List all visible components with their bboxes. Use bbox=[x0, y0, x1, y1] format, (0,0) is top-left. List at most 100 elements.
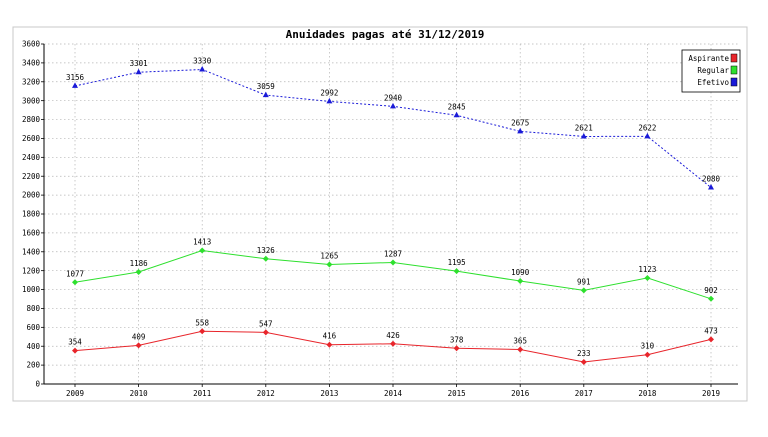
data-label-aspirante: 378 bbox=[450, 335, 464, 344]
x-tick-label: 2010 bbox=[130, 389, 149, 398]
data-label-efetivo: 3301 bbox=[130, 59, 148, 68]
data-label-regular: 1265 bbox=[320, 252, 338, 261]
y-tick-label: 1200 bbox=[22, 266, 41, 275]
x-tick-label: 2009 bbox=[66, 389, 84, 398]
data-point-regular bbox=[390, 259, 396, 266]
data-label-efetivo: 3330 bbox=[193, 57, 212, 66]
legend-label-efetivo: Efetivo bbox=[697, 78, 729, 87]
data-point-aspirante bbox=[199, 328, 206, 335]
data-label-regular: 902 bbox=[704, 286, 718, 295]
data-point-efetivo bbox=[517, 127, 524, 134]
x-tick-label: 2018 bbox=[638, 389, 657, 398]
data-label-efetivo: 2621 bbox=[575, 123, 593, 132]
data-point-efetivo bbox=[262, 91, 269, 98]
y-tick-label: 2000 bbox=[22, 191, 41, 200]
data-label-regular: 1195 bbox=[448, 258, 466, 267]
y-tick-label: 2200 bbox=[22, 172, 41, 181]
y-tick-label: 600 bbox=[26, 323, 40, 332]
data-label-regular: 1077 bbox=[66, 269, 84, 278]
y-tick-label: 400 bbox=[26, 342, 40, 351]
y-tick-label: 1400 bbox=[22, 247, 41, 256]
data-label-aspirante: 354 bbox=[68, 338, 82, 347]
data-label-regular: 991 bbox=[577, 277, 591, 286]
data-label-regular: 1186 bbox=[130, 259, 149, 268]
data-point-aspirante bbox=[708, 336, 714, 343]
data-point-efetivo bbox=[72, 82, 78, 88]
y-tick-label: 1600 bbox=[22, 228, 41, 237]
legend-swatch-efetivo bbox=[730, 77, 738, 87]
data-point-aspirante bbox=[390, 340, 396, 347]
data-label-aspirante: 426 bbox=[386, 331, 400, 340]
legend-swatch-regular bbox=[730, 65, 738, 75]
x-tick-label: 2014 bbox=[384, 389, 403, 398]
legend-label-regular: Regular bbox=[697, 66, 729, 75]
data-point-regular bbox=[644, 274, 651, 281]
data-label-aspirante: 547 bbox=[259, 319, 273, 328]
data-label-regular: 1287 bbox=[384, 249, 402, 258]
data-point-efetivo bbox=[580, 132, 587, 139]
x-tick-label: 2019 bbox=[702, 389, 720, 398]
data-label-aspirante: 233 bbox=[577, 349, 591, 358]
series-group bbox=[72, 66, 714, 365]
x-tick-label: 2011 bbox=[193, 389, 211, 398]
y-tick-label: 2600 bbox=[22, 134, 41, 143]
data-point-efetivo bbox=[199, 66, 206, 72]
data-point-efetivo bbox=[644, 132, 651, 139]
data-label-efetivo: 2940 bbox=[384, 93, 403, 102]
y-tick-label: 0 bbox=[35, 380, 40, 389]
data-label-aspirante: 365 bbox=[513, 337, 527, 346]
y-tick-label: 1000 bbox=[22, 285, 41, 294]
data-point-efetivo bbox=[390, 102, 396, 109]
data-point-aspirante bbox=[453, 345, 460, 352]
y-tick-label: 800 bbox=[26, 304, 40, 313]
x-tick-label: 2012 bbox=[257, 389, 275, 398]
y-tick-label: 200 bbox=[26, 361, 40, 370]
data-point-aspirante bbox=[326, 341, 333, 348]
data-label-efetivo: 3156 bbox=[66, 73, 85, 82]
data-label-regular: 1090 bbox=[511, 268, 530, 277]
data-point-regular bbox=[135, 268, 142, 275]
data-label-aspirante: 558 bbox=[195, 318, 209, 327]
y-tick-label: 3600 bbox=[22, 40, 41, 49]
x-tick-label: 2016 bbox=[511, 389, 530, 398]
data-point-regular bbox=[580, 287, 587, 294]
data-label-efetivo: 2080 bbox=[702, 175, 721, 184]
data-point-efetivo bbox=[453, 111, 460, 118]
chart-title: Anuidades pagas até 31/12/2019 bbox=[286, 28, 485, 41]
data-point-aspirante bbox=[72, 347, 78, 354]
data-point-regular bbox=[262, 255, 269, 262]
legend-label-aspirante: Aspirante bbox=[688, 54, 729, 63]
y-tick-label: 3400 bbox=[22, 58, 41, 67]
data-label-efetivo: 2845 bbox=[448, 102, 466, 111]
data-point-aspirante bbox=[580, 358, 587, 365]
data-label-aspirante: 409 bbox=[132, 332, 146, 341]
data-label-aspirante: 310 bbox=[641, 342, 655, 351]
data-point-regular bbox=[326, 261, 333, 268]
data-point-aspirante bbox=[262, 329, 269, 336]
data-point-regular bbox=[517, 278, 524, 285]
y-tick-label: 2400 bbox=[22, 153, 41, 162]
legend-swatch-aspirante bbox=[730, 53, 738, 63]
data-point-regular bbox=[453, 268, 460, 275]
data-label-regular: 1413 bbox=[193, 238, 211, 247]
x-tick-label: 2017 bbox=[575, 389, 593, 398]
legend-box bbox=[681, 49, 741, 93]
x-tick-label: 2015 bbox=[448, 389, 466, 398]
data-point-efetivo bbox=[326, 97, 333, 104]
data-label-efetivo: 3059 bbox=[257, 82, 275, 91]
data-point-regular bbox=[199, 247, 206, 254]
data-label-regular: 1326 bbox=[257, 246, 276, 255]
data-label-aspirante: 473 bbox=[704, 326, 718, 335]
data-point-efetivo bbox=[135, 68, 142, 75]
x-tick-label: 2013 bbox=[320, 389, 338, 398]
data-point-efetivo bbox=[708, 184, 714, 190]
data-point-aspirante bbox=[135, 342, 142, 349]
legend: Aspirante Regular Efetivo bbox=[681, 49, 741, 93]
data-label-regular: 1123 bbox=[638, 265, 656, 274]
data-labels: 354 409 558 547 416 426 378 365 233 310 473 1077 118… bbox=[66, 57, 721, 358]
y-tick-label: 3200 bbox=[22, 77, 41, 86]
data-point-aspirante bbox=[644, 351, 651, 358]
data-label-efetivo: 2992 bbox=[320, 88, 338, 97]
